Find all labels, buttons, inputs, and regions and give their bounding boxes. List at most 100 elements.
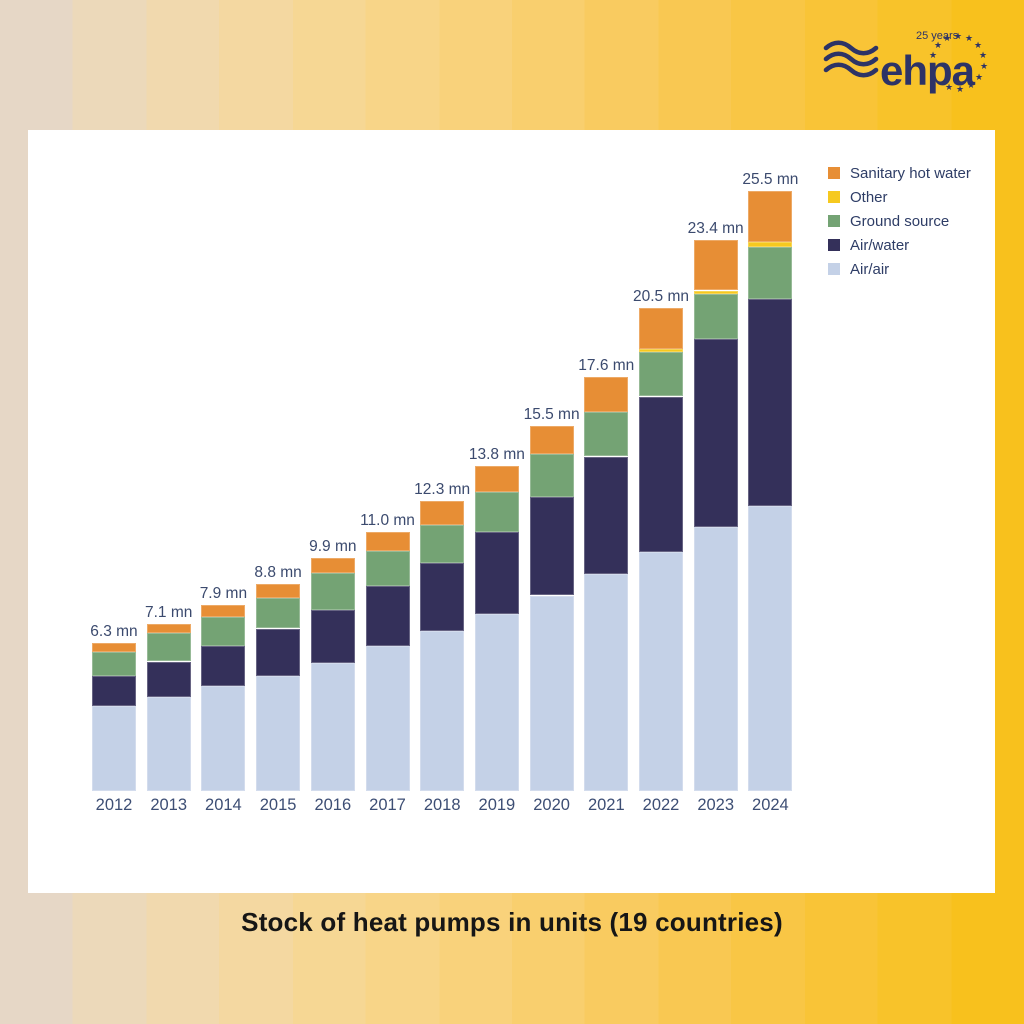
bar-2018-ground-source — [420, 524, 465, 563]
stacked-bar-chart: 6.3 mn 2012 7.1 mn 2013 7.9 mn 2014 8.8 mn 2015… — [28, 130, 995, 893]
bar-2015-sanitary-hot-water — [256, 583, 301, 598]
bar-2018-air-water — [420, 562, 465, 631]
total-label-2021: 17.6 mn — [578, 356, 635, 374]
legend-item-air-air: Air/air — [828, 257, 971, 281]
bar-2013-air-air — [146, 696, 191, 791]
total-label-2023: 23.4 mn — [687, 219, 744, 237]
svg-text:★: ★ — [945, 82, 953, 92]
bar-2021-sanitary-hot-water — [584, 376, 629, 412]
legend-item-ground-source: Ground source — [828, 209, 971, 233]
svg-text:★: ★ — [934, 40, 942, 50]
bar-2020-air-water — [529, 496, 574, 596]
bar-2013-sanitary-hot-water — [146, 623, 191, 634]
ehpa-logo: ehpa 25 years ★ ★ ★ ★ ★ ★ ★ ★ ★ ★ ★ ★ — [812, 22, 1002, 106]
total-label-2020: 15.5 mn — [523, 406, 580, 423]
svg-text:★: ★ — [965, 33, 973, 43]
legend-item-sanitary-hot-water: Sanitary hot water — [828, 161, 971, 185]
bar-2020-air-air — [529, 595, 574, 791]
svg-text:★: ★ — [929, 50, 937, 60]
bar-2023-other — [693, 290, 738, 295]
logo-wordmark: ehpa — [880, 47, 976, 94]
year-label-2013: 2013 — [150, 796, 188, 814]
total-label-2024: 25.5 mn — [742, 170, 799, 188]
bar-2018-sanitary-hot-water — [420, 501, 465, 525]
bar-2015-air-water — [256, 628, 301, 676]
legend-swatch-air-air — [828, 263, 840, 275]
bar-2014-ground-source — [201, 616, 246, 647]
year-label-2015: 2015 — [259, 796, 297, 814]
legend-item-air-water: Air/water — [828, 233, 971, 257]
bar-2019-ground-source — [474, 491, 519, 532]
bar-2017-air-water — [365, 586, 410, 647]
bar-2022-other — [639, 349, 683, 352]
bar-2023-sanitary-hot-water — [693, 239, 738, 291]
total-label-2017: 11.0 mn — [360, 512, 415, 529]
bar-2014-air-water — [201, 646, 246, 687]
bar-2017-air-air — [365, 646, 410, 791]
total-label-2013: 7.1 mn — [144, 603, 193, 621]
total-label-2015: 8.8 mn — [254, 563, 302, 581]
total-label-2012: 6.3 mn — [90, 622, 138, 640]
year-label-2023: 2023 — [697, 796, 735, 814]
bar-2023-ground-source — [693, 294, 738, 339]
bar-2016-sanitary-hot-water — [310, 557, 355, 574]
bar-2017-ground-source — [365, 550, 410, 587]
logo-badge-25-years: 25 years — [916, 30, 959, 42]
year-label-2014: 2014 — [205, 796, 242, 814]
bar-2012-air-water — [92, 675, 136, 707]
legend-label-ground-source: Ground source — [850, 212, 950, 230]
bar-2015-ground-source — [256, 597, 301, 629]
bar-2021-air-air — [584, 574, 629, 791]
total-label-2018: 12.3 mn — [414, 481, 471, 499]
bar-2016-air-water — [310, 609, 355, 663]
bar-2024-air-water — [748, 298, 793, 506]
bar-2014-air-air — [201, 686, 246, 791]
total-label-2019: 13.8 mn — [468, 446, 525, 463]
bar-2012-ground-source — [92, 652, 136, 676]
bar-2022-ground-source — [639, 351, 683, 397]
waves-icon — [823, 40, 879, 78]
year-label-2022: 2022 — [642, 796, 680, 814]
year-label-2021: 2021 — [587, 796, 625, 814]
bar-2023-air-water — [693, 338, 738, 528]
bar-2020-ground-source — [529, 454, 574, 497]
bar-2012-air-air — [92, 706, 136, 791]
svg-text:★: ★ — [943, 33, 951, 43]
bar-2024-other — [748, 242, 793, 247]
legend: Sanitary hot water Other Ground source Air/… — [828, 161, 971, 281]
bar-2023-air-air — [693, 527, 738, 791]
total-label-2022: 20.5 mn — [632, 288, 689, 306]
bar-2016-air-air — [310, 662, 355, 791]
bar-2021-ground-source — [584, 411, 629, 457]
legend-swatch-sanitary-hot-water — [828, 167, 840, 179]
legend-label-sanitary-hot-water: Sanitary hot water — [850, 164, 971, 182]
bar-2021-air-water — [584, 456, 629, 575]
bar-2024-air-air — [748, 506, 793, 791]
bar-2018-air-air — [420, 630, 465, 791]
legend-label-other: Other — [850, 188, 888, 206]
bar-2017-sanitary-hot-water — [365, 532, 410, 551]
bar-2024-sanitary-hot-water — [748, 190, 793, 243]
bar-2013-air-water — [146, 661, 191, 697]
bar-2024-ground-source — [748, 247, 793, 299]
year-label-2017: 2017 — [369, 796, 406, 814]
legend-swatch-air-water — [828, 239, 840, 251]
ehpa-logo-svg: ehpa 25 years ★ ★ ★ ★ ★ ★ ★ ★ ★ ★ ★ ★ — [823, 30, 988, 94]
svg-text:★: ★ — [956, 84, 964, 94]
bar-2022-sanitary-hot-water — [639, 308, 683, 350]
chart-panel: 6.3 mn 2012 7.1 mn 2013 7.9 mn 2014 8.8 mn 2015… — [28, 130, 995, 893]
svg-text:★: ★ — [967, 80, 975, 90]
year-label-2024: 2024 — [752, 796, 789, 814]
bar-2013-ground-source — [146, 633, 191, 662]
legend-item-other: Other — [828, 185, 971, 209]
svg-text:★: ★ — [974, 40, 982, 50]
bar-2015-air-air — [256, 675, 301, 791]
svg-text:★: ★ — [979, 50, 987, 60]
euro-stars-icon: ★ ★ ★ ★ ★ ★ ★ ★ ★ ★ ★ ★ — [929, 31, 988, 94]
bar-2019-air-water — [474, 531, 519, 615]
bar-2022-air-water — [639, 396, 683, 552]
bar-2014-sanitary-hot-water — [201, 605, 246, 617]
year-label-2018: 2018 — [423, 796, 461, 814]
chart-title: Stock of heat pumps in units (19 countri… — [241, 907, 783, 937]
legend-label-air-water: Air/water — [850, 236, 910, 254]
